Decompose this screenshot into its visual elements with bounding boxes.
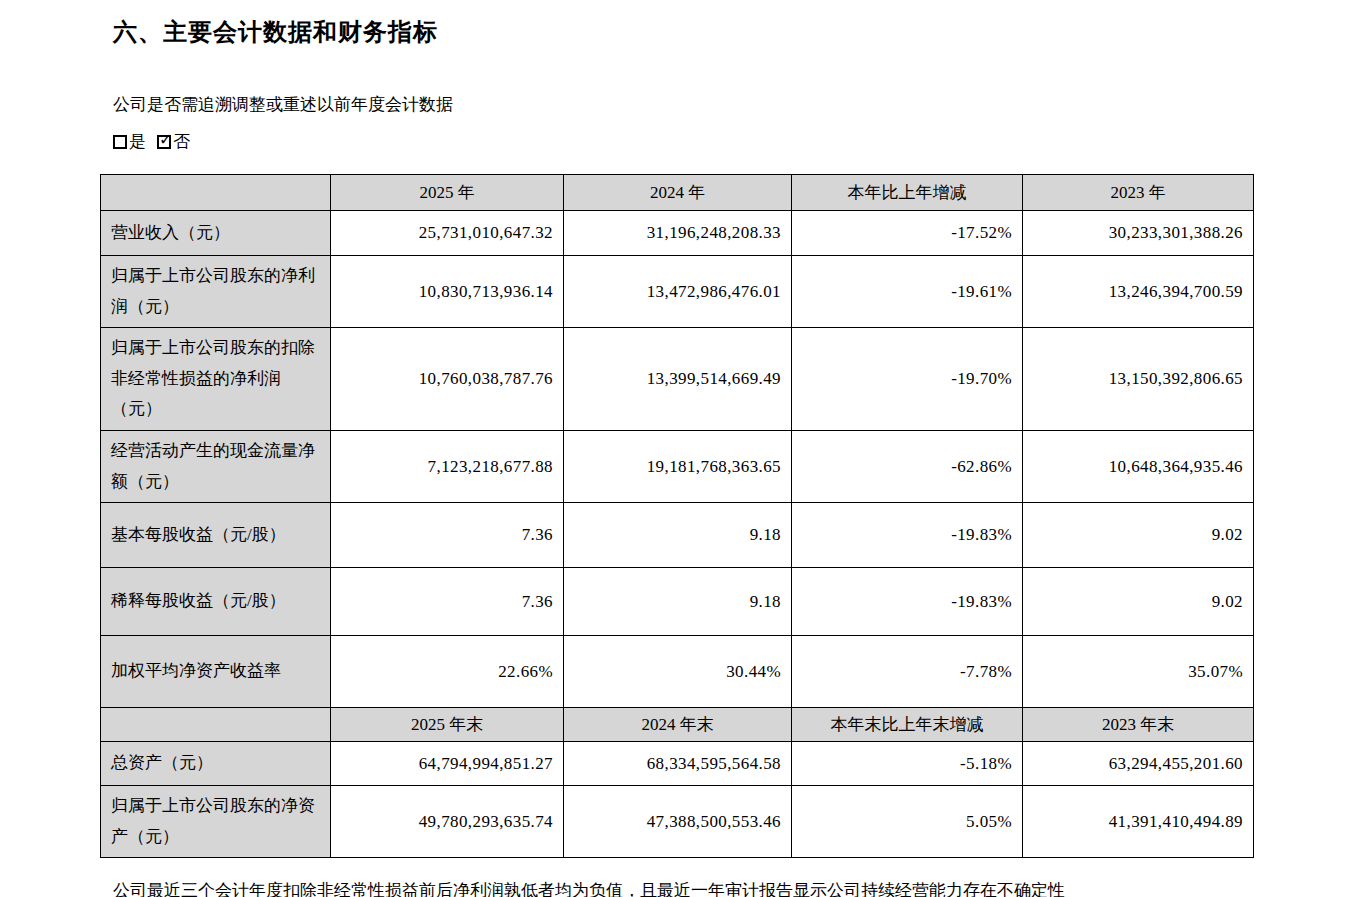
restatement-answer: 是 ✓ 否 [113, 130, 1363, 153]
value-cell: -19.70% [792, 328, 1023, 431]
value-cell: -7.78% [792, 636, 1023, 708]
header-2023: 2023 年 [1023, 175, 1254, 211]
checkbox-no-label: 否 [173, 130, 190, 153]
value-cell: -19.83% [792, 568, 1023, 636]
checkbox-unchecked-icon [113, 135, 127, 149]
going-concern-footnote: 公司最近三个会计年度扣除非经常性损益前后净利润孰低者均为负值，且最近一年审计报告… [113, 876, 1255, 897]
table-row: 归属于上市公司股东的净资产（元） 49,780,293,635.74 47,38… [101, 786, 1254, 858]
value-cell: 19,181,768,363.65 [564, 430, 792, 502]
value-cell: 7,123,218,677.88 [331, 430, 564, 502]
header-2024: 2024 年 [564, 175, 792, 211]
value-cell: 22.66% [331, 636, 564, 708]
row-label-cell: 稀释每股收益（元/股） [101, 568, 331, 636]
value-cell: 31,196,248,208.33 [564, 211, 792, 256]
value-cell: 47,388,500,553.46 [564, 786, 792, 858]
table-row: 基本每股收益（元/股） 7.36 9.18 -19.83% 9.02 [101, 503, 1254, 568]
section-title: 六、主要会计数据和财务指标 [113, 16, 1363, 48]
value-cell: -19.83% [792, 503, 1023, 568]
key-financial-indicators-table: 2025 年 2024 年 本年比上年增减 2023 年 营业收入（元） 25,… [100, 174, 1254, 858]
value-cell: 13,472,986,476.01 [564, 256, 792, 328]
header-2025-eoy: 2025 年末 [331, 708, 564, 742]
value-cell: 9.18 [564, 503, 792, 568]
value-cell: -5.18% [792, 742, 1023, 786]
row-label-cell: 经营活动产生的现金流量净额（元） [101, 430, 331, 502]
value-cell: 49,780,293,635.74 [331, 786, 564, 858]
header-2023-eoy: 2023 年末 [1023, 708, 1254, 742]
value-cell: 10,760,038,787.76 [331, 328, 564, 431]
row-label-cell: 归属于上市公司股东的扣除非经常性损益的净利润（元） [101, 328, 331, 431]
value-cell: 13,399,514,669.49 [564, 328, 792, 431]
table-row: 总资产（元） 64,794,994,851.27 68,334,595,564.… [101, 742, 1254, 786]
row-label-cell: 加权平均净资产收益率 [101, 636, 331, 708]
value-cell: 63,294,455,201.60 [1023, 742, 1254, 786]
value-cell: 41,391,410,494.89 [1023, 786, 1254, 858]
table-row: 归属于上市公司股东的净利润（元） 10,830,713,936.14 13,47… [101, 256, 1254, 328]
value-cell: -62.86% [792, 430, 1023, 502]
header-blank-cell [101, 175, 331, 211]
document-page: 六、主要会计数据和财务指标 公司是否需追溯调整或重述以前年度会计数据 是 ✓ 否… [0, 0, 1363, 897]
value-cell: -19.61% [792, 256, 1023, 328]
header-2025: 2025 年 [331, 175, 564, 211]
value-cell: 9.02 [1023, 503, 1254, 568]
table-header-end-of-year: 2025 年末 2024 年末 本年末比上年末增减 2023 年末 [101, 708, 1254, 742]
value-cell: 10,648,364,935.46 [1023, 430, 1254, 502]
value-cell: 7.36 [331, 503, 564, 568]
header-eoy-change: 本年末比上年末增减 [792, 708, 1023, 742]
value-cell: 35.07% [1023, 636, 1254, 708]
value-cell: 13,150,392,806.65 [1023, 328, 1254, 431]
value-cell: 7.36 [331, 568, 564, 636]
value-cell: 5.05% [792, 786, 1023, 858]
header-2024-eoy: 2024 年末 [564, 708, 792, 742]
value-cell: 30,233,301,388.26 [1023, 211, 1254, 256]
row-label-cell: 归属于上市公司股东的净资产（元） [101, 786, 331, 858]
checkbox-checked-icon: ✓ [157, 135, 171, 149]
checkbox-yes-label: 是 [129, 130, 146, 153]
row-label-cell: 归属于上市公司股东的净利润（元） [101, 256, 331, 328]
check-mark-icon: ✓ [159, 130, 172, 149]
value-cell: 68,334,595,564.58 [564, 742, 792, 786]
value-cell: 25,731,010,647.32 [331, 211, 564, 256]
value-cell: 9.02 [1023, 568, 1254, 636]
row-label-cell: 营业收入（元） [101, 211, 331, 256]
value-cell: -17.52% [792, 211, 1023, 256]
table-row: 稀释每股收益（元/股） 7.36 9.18 -19.83% 9.02 [101, 568, 1254, 636]
header-yoy-change: 本年比上年增减 [792, 175, 1023, 211]
value-cell: 9.18 [564, 568, 792, 636]
restatement-question: 公司是否需追溯调整或重述以前年度会计数据 [113, 93, 1363, 116]
table-row: 经营活动产生的现金流量净额（元） 7,123,218,677.88 19,181… [101, 430, 1254, 502]
header-blank-cell [101, 708, 331, 742]
row-label-cell: 基本每股收益（元/股） [101, 503, 331, 568]
table-row: 加权平均净资产收益率 22.66% 30.44% -7.78% 35.07% [101, 636, 1254, 708]
value-cell: 30.44% [564, 636, 792, 708]
table-row: 归属于上市公司股东的扣除非经常性损益的净利润（元） 10,760,038,787… [101, 328, 1254, 431]
table-header-annual: 2025 年 2024 年 本年比上年增减 2023 年 [101, 175, 1254, 211]
value-cell: 10,830,713,936.14 [331, 256, 564, 328]
value-cell: 64,794,994,851.27 [331, 742, 564, 786]
value-cell: 13,246,394,700.59 [1023, 256, 1254, 328]
table-row: 营业收入（元） 25,731,010,647.32 31,196,248,208… [101, 211, 1254, 256]
row-label-cell: 总资产（元） [101, 742, 331, 786]
